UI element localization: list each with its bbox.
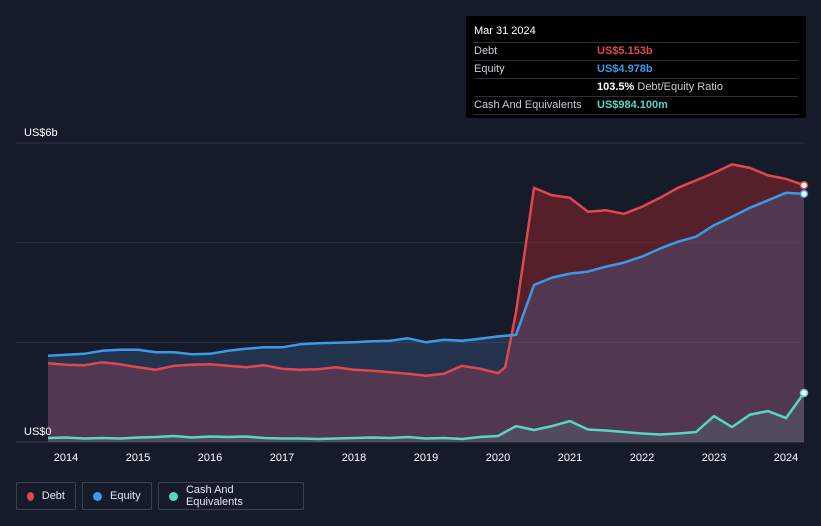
debt-line (47, 163, 805, 377)
legend-debt-label: Debt (41, 490, 65, 502)
tooltip-equity-row: Equity US$4.978b (474, 61, 798, 79)
legend-equity-dot-icon (93, 491, 102, 501)
x-tick-label: 2015 (126, 452, 150, 464)
tooltip-ratio-label: Debt/Equity Ratio (637, 81, 723, 93)
x-tick-label: 2023 (702, 452, 726, 464)
x-tick-label: 2024 (774, 452, 798, 464)
legend-debt[interactable]: Debt (16, 482, 76, 510)
tooltip-cash-label: Cash And Equivalents (474, 99, 582, 111)
x-tick-label: 2018 (342, 452, 366, 464)
tooltip-date: Mar 31 2024 (474, 24, 798, 43)
legend-equity[interactable]: Equity (82, 482, 152, 510)
equity-endpoint (799, 189, 809, 199)
legend-debt-dot-icon (27, 491, 34, 501)
x-axis-ticks: 2014 2015 2016 2017 2018 2019 2020 2021 2022 2023… (54, 452, 798, 464)
x-tick-label: 2019 (414, 452, 438, 464)
x-tick-label: 2022 (630, 452, 654, 464)
cash-line (47, 392, 806, 441)
series-areas (48, 164, 804, 442)
tooltip-panel: Mar 31 2024 Debt US$5.153b Equity US$4.9… (466, 16, 806, 118)
legend-cash[interactable]: Cash And Equivalents (158, 482, 304, 510)
series-lines (47, 163, 806, 441)
tooltip-equity-label: Equity (474, 63, 505, 75)
series-endpoints (799, 180, 809, 398)
debt-endpoint (799, 180, 809, 190)
tooltip-equity-value: US$4.978b (597, 63, 653, 75)
legend-cash-label: Cash And Equivalents (185, 484, 243, 508)
tooltip-cash-row: Cash And Equivalents US$984.100m (474, 97, 798, 115)
tooltip-cash-value: US$984.100m (597, 99, 668, 111)
cash-area (48, 393, 804, 442)
y-axis-top-label: US$6b (24, 127, 58, 139)
equity-area (48, 192, 804, 442)
y-axis-bottom-label: US$0 (24, 426, 52, 438)
legend-equity-label: Equity (110, 490, 141, 502)
legend-cash-dot-icon (169, 491, 178, 501)
debt-area (48, 164, 804, 442)
x-tick-label: 2016 (198, 452, 222, 464)
tooltip-debt-value: US$5.153b (597, 45, 653, 57)
tooltip-ratio-row: 103.5% Debt/Equity Ratio (474, 79, 798, 97)
x-tick-label: 2021 (558, 452, 582, 464)
tooltip-debt-label: Debt (474, 45, 498, 57)
x-tick-label: 2014 (54, 452, 78, 464)
tooltip-ratio-value: 103.5% (597, 81, 635, 93)
equity-line (47, 191, 805, 358)
x-tick-label: 2017 (270, 452, 294, 464)
tooltip-debt-row: Debt US$5.153b (474, 43, 798, 61)
cash-endpoint (799, 388, 809, 398)
x-tick-label: 2020 (486, 452, 510, 464)
